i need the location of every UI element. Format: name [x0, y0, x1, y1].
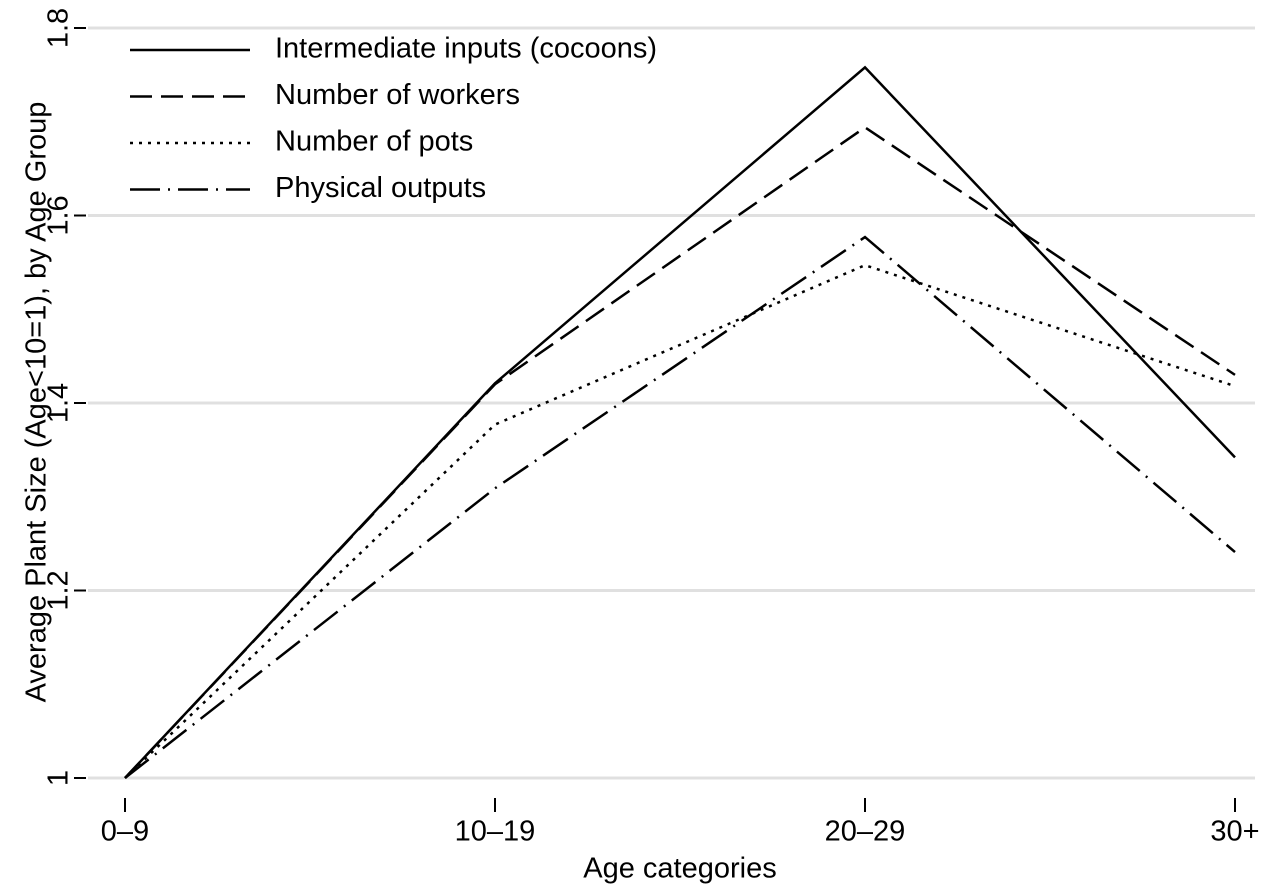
- x-tick-label: 30+: [1210, 816, 1259, 848]
- y-tick-label: 1.8: [43, 8, 75, 48]
- y-tick-label: 1.4: [43, 383, 75, 423]
- x-tick-label: 20–29: [825, 816, 906, 848]
- x-axis-label: Age categories: [583, 853, 776, 885]
- y-tick-label: 1.2: [43, 570, 75, 610]
- legend-label: Physical outputs: [275, 172, 486, 204]
- series-line: [124, 235, 1236, 779]
- legend-label: Number of workers: [275, 79, 520, 111]
- y-tick-label: 1.6: [43, 195, 75, 235]
- series-line: [124, 125, 1236, 779]
- series-line: [124, 65, 1236, 779]
- x-tick-label: 0–9: [101, 816, 149, 848]
- x-tick-label: 10–19: [455, 816, 536, 848]
- y-axis-label: Average Plant Size (Age<10=1), by Age Gr…: [21, 102, 53, 703]
- legend-label: Intermediate inputs (cocoons): [275, 33, 657, 65]
- y-tick-label: 1: [43, 770, 75, 786]
- series-line: [124, 263, 1236, 779]
- legend-label: Number of pots: [275, 126, 473, 158]
